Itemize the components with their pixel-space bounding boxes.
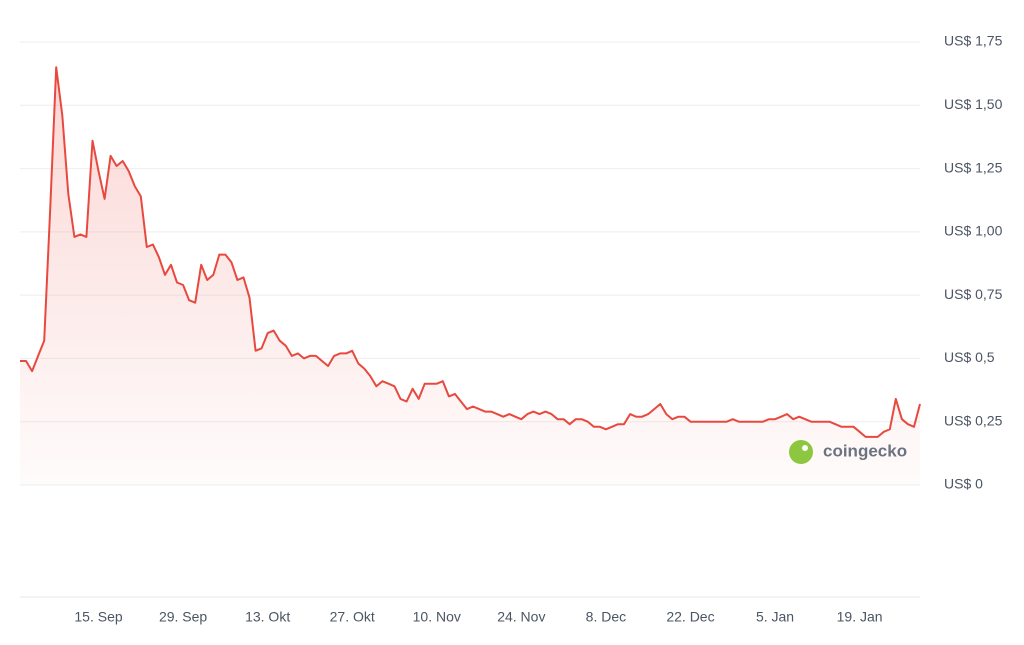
x-tick-label: 13. Okt [245,609,290,625]
watermark-text: coingecko [823,441,907,460]
x-tick-label: 10. Nov [413,609,461,625]
x-tick-label: 22. Dec [666,609,714,625]
y-tick-label: US$ 1,00 [944,223,1003,239]
y-tick-label: US$ 1,25 [944,159,1003,175]
x-tick-label: 29. Sep [159,609,207,625]
x-tick-label: 27. Okt [330,609,375,625]
x-tick-label: 24. Nov [497,609,545,625]
x-tick-label: 5. Jan [756,609,794,625]
price-line [20,66,921,438]
y-tick-label: US$ 0 [944,476,983,492]
watermark: coingecko [789,440,907,464]
watermark-eye [802,445,808,451]
x-tick-label: 8. Dec [586,609,626,625]
x-tick-label: 19. Jan [837,609,883,625]
x-tick-label: 15. Sep [74,609,122,625]
y-tick-label: US$ 0,25 [944,412,1003,428]
y-tick-label: US$ 1,75 [944,33,1003,49]
y-tick-label: US$ 0,5 [944,349,995,365]
y-tick-label: US$ 1,50 [944,96,1003,112]
y-tick-label: US$ 0,75 [944,286,1003,302]
watermark-logo [789,440,813,464]
area [20,67,920,486]
